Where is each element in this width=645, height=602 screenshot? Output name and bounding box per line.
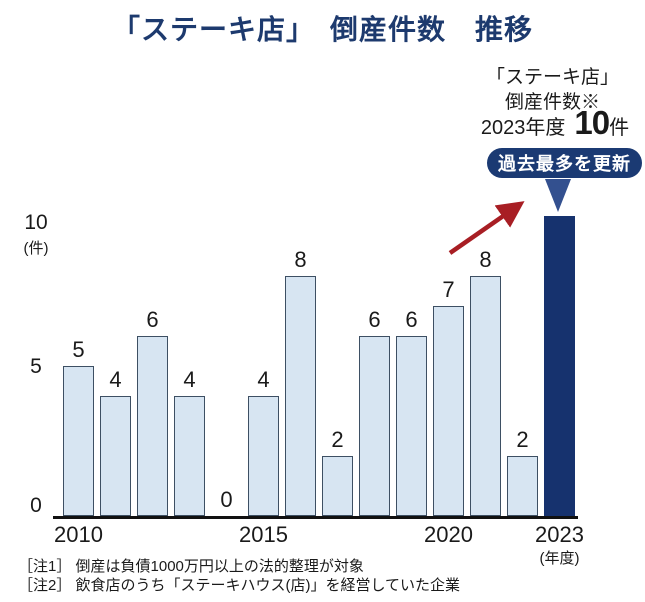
bar-value-label-2015: 4 — [257, 367, 270, 392]
bar-2019 — [396, 336, 427, 516]
bar-value-label-2017: 2 — [331, 427, 344, 452]
chart-title: 「ステーキ店」 倒産件数 推移 — [111, 14, 533, 45]
footnote-1: ［注1］ 倒産は負債1000万円以上の法的整理が対象 — [18, 558, 364, 575]
bar-2017 — [322, 456, 353, 516]
x-tick-2020: 2020 — [424, 522, 473, 547]
bar-value-label-2016: 8 — [294, 247, 307, 272]
bar-value-label-2019: 6 — [405, 307, 418, 332]
y-axis-label-5: 5 — [30, 355, 42, 378]
footnote-2: ［注2］ 飲食店のうち「ステーキハウス(店)」を経営していた企業 — [18, 577, 461, 594]
bar-value-label-2012: 6 — [146, 307, 159, 332]
bar-value-label-2022: 2 — [516, 427, 529, 452]
bar-2010 — [63, 366, 94, 516]
bar-2011 — [100, 396, 131, 516]
bar-value-label-2018: 6 — [368, 307, 381, 332]
bar-2013 — [174, 396, 205, 516]
annotation-year-label: 2023年度 — [480, 117, 566, 139]
bar-2022 — [507, 456, 538, 516]
record-badge-label: 過去最多を更新 — [498, 154, 631, 174]
x-axis-unit-label: (年度) — [539, 550, 580, 567]
bar-value-label-2010: 5 — [72, 337, 85, 362]
rise-arrow-icon — [448, 201, 525, 255]
bar-2023 — [544, 216, 575, 516]
annotation-unit-label: 件 — [609, 117, 630, 139]
bar-2020 — [433, 306, 464, 516]
badge-pointer-triangle-icon — [545, 179, 571, 212]
x-tick-2023: 2023 — [535, 522, 584, 547]
annotation-big-value: 10 — [574, 104, 610, 141]
y-axis-unit-label: (件) — [23, 240, 49, 257]
bar-value-label-2021: 8 — [479, 247, 492, 272]
bar-2012 — [137, 336, 168, 516]
record-badge: 過去最多を更新 — [487, 148, 642, 178]
y-axis-label-10: 10 — [24, 211, 48, 234]
bar-2021 — [470, 276, 501, 516]
x-tick-2010: 2010 — [54, 522, 103, 547]
bar-2018 — [359, 336, 390, 516]
annotation-line2: 倒産件数※ — [504, 92, 600, 113]
bar-2015 — [248, 396, 279, 516]
bar-value-label-2013: 4 — [183, 367, 196, 392]
x-axis-line — [53, 516, 578, 519]
bar-value-label-2011: 4 — [109, 367, 122, 392]
annotation-value-row: 2023年度 10 件 — [470, 104, 640, 142]
y-axis-label-0: 0 — [30, 494, 42, 517]
bar-2016 — [285, 276, 316, 516]
annotation-line1: 「ステーキ店」 — [485, 67, 619, 88]
bar-value-label-2020: 7 — [442, 277, 455, 302]
x-tick-2015: 2015 — [239, 522, 288, 547]
bar-value-label-2014: 0 — [220, 487, 233, 512]
